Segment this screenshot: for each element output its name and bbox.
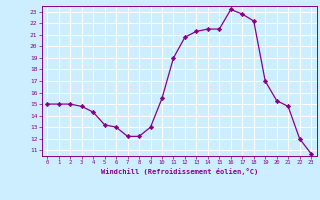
X-axis label: Windchill (Refroidissement éolien,°C): Windchill (Refroidissement éolien,°C) <box>100 168 258 175</box>
